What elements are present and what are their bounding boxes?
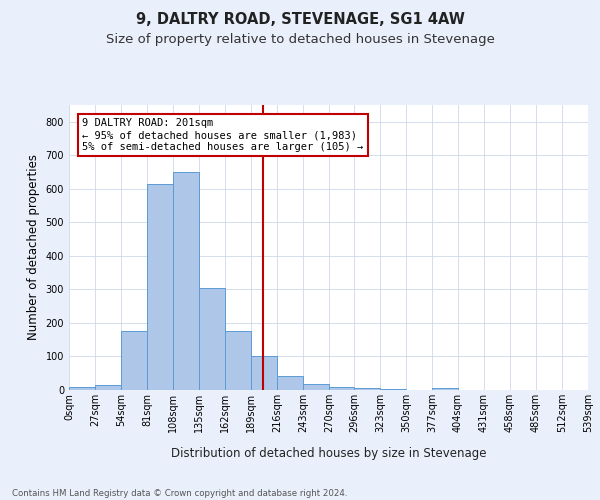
Bar	[303, 384, 329, 390]
Text: 9 DALTRY ROAD: 201sqm
← 95% of detached houses are smaller (1,983)
5% of semi-de: 9 DALTRY ROAD: 201sqm ← 95% of detached …	[82, 118, 364, 152]
Text: Distribution of detached houses by size in Stevenage: Distribution of detached houses by size …	[171, 448, 487, 460]
Bar	[277, 376, 303, 390]
Text: Size of property relative to detached houses in Stevenage: Size of property relative to detached ho…	[106, 32, 494, 46]
Bar	[147, 184, 173, 390]
Bar	[121, 332, 147, 390]
Bar	[225, 332, 251, 390]
Bar	[199, 288, 225, 390]
Bar	[69, 388, 95, 390]
Bar	[173, 172, 199, 390]
Bar	[251, 356, 277, 390]
Text: 9, DALTRY ROAD, STEVENAGE, SG1 4AW: 9, DALTRY ROAD, STEVENAGE, SG1 4AW	[136, 12, 464, 28]
Bar	[329, 388, 354, 390]
Text: Contains HM Land Registry data © Crown copyright and database right 2024.: Contains HM Land Registry data © Crown c…	[12, 488, 347, 498]
Bar	[95, 385, 121, 390]
Bar	[354, 388, 380, 390]
Y-axis label: Number of detached properties: Number of detached properties	[27, 154, 40, 340]
Bar	[432, 388, 458, 390]
